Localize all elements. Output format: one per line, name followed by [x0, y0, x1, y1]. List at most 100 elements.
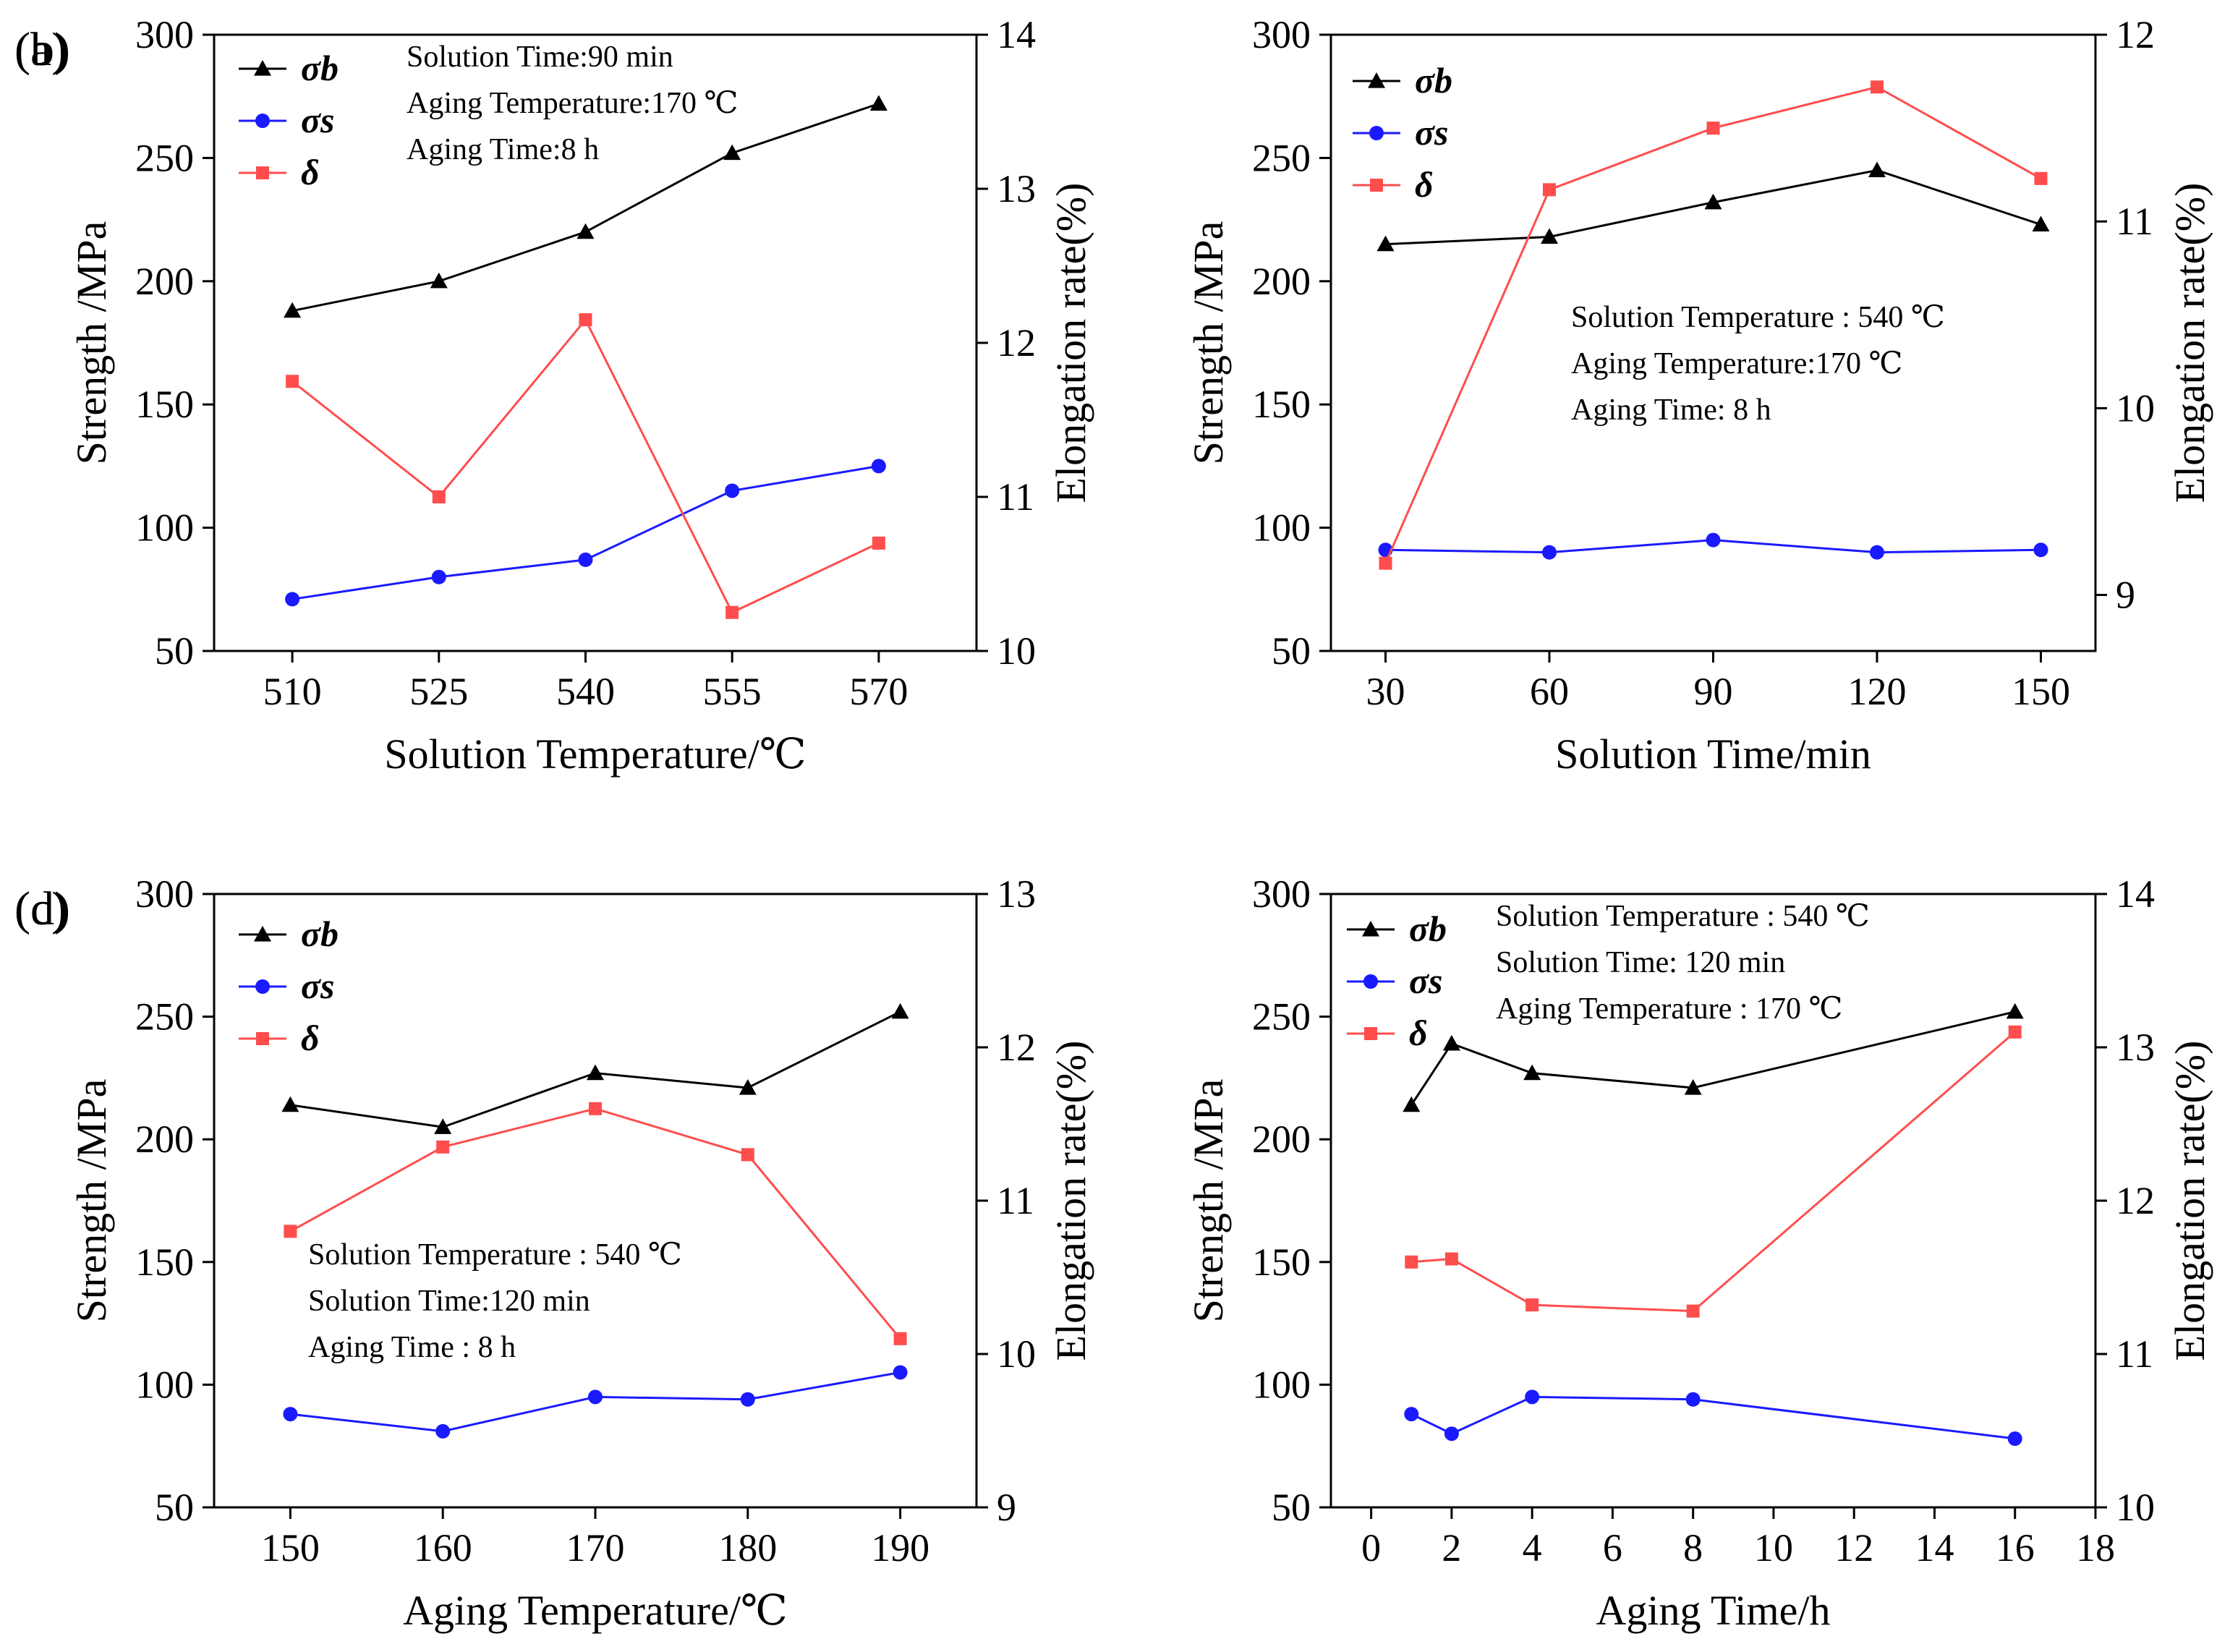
conditions-box: Solution Temperature : 540 ℃ Solution Tim… — [308, 1238, 682, 1364]
data-point — [578, 552, 593, 567]
x-axis-label: Aging Temperature/℃ — [403, 1587, 788, 1634]
data-point — [432, 490, 446, 503]
legend: σb σs δ — [1353, 60, 1452, 205]
x-tick-label: 16 — [1996, 1526, 2035, 1570]
data-point — [740, 1392, 755, 1407]
conditions-box: Solution Temperature : 540 ℃ Aging Temper… — [1571, 301, 1945, 427]
y2-tick-label: 14 — [997, 13, 1036, 56]
data-point — [1684, 1078, 1702, 1095]
condition-line: Aging Temperature : 170 ℃ — [1496, 992, 1843, 1026]
legend-label: σb — [301, 914, 339, 954]
y-tick-label: 150 — [135, 383, 194, 426]
y-tick-label: 100 — [1252, 1363, 1311, 1406]
y-tick-label: 250 — [1252, 995, 1311, 1039]
legend-marker — [254, 60, 271, 76]
y2-axis-label: Elongation rate(%) — [1047, 183, 1094, 503]
data-point — [1706, 532, 1721, 548]
series-line — [1410, 1395, 2015, 1440]
data-point — [1405, 1255, 1418, 1269]
y-tick-label: 50 — [155, 1486, 194, 1529]
y-tick-label: 300 — [135, 872, 194, 916]
y2-tick-label: 13 — [2116, 1026, 2155, 1069]
data-point — [285, 592, 300, 607]
x-tick-label: 180 — [718, 1526, 777, 1570]
x-tick-label: 120 — [1848, 670, 1907, 713]
condition-line: Solution Temperature : 540 ℃ — [1571, 301, 1945, 334]
series-line — [291, 318, 880, 614]
data-point — [589, 1102, 602, 1115]
data-point — [1444, 1426, 1459, 1442]
data-point — [1542, 545, 1557, 560]
data-point — [434, 1118, 452, 1134]
data-point — [1686, 1304, 1700, 1318]
data-point — [1403, 1096, 1421, 1112]
data-point — [2007, 1431, 2022, 1447]
data-point — [1871, 80, 1884, 94]
series-line — [1410, 1010, 2016, 1106]
x-tick-label: 30 — [1366, 670, 1405, 713]
legend-label: σs — [1415, 112, 1448, 153]
y-axis-label: Strength /MPa — [68, 221, 115, 465]
conditions-box: Solution Temperature : 540 ℃ Solution Tim… — [1496, 900, 1870, 1026]
data-point — [284, 1225, 297, 1238]
y-tick-label: 300 — [1252, 13, 1311, 56]
y-tick-label: 100 — [135, 1363, 194, 1406]
series-line — [291, 464, 880, 600]
data-point — [2006, 1002, 2024, 1019]
legend-label: δ — [1415, 164, 1434, 205]
panel-label: (c) — [14, 882, 67, 935]
y-tick-label: 250 — [135, 136, 194, 179]
y2-tick-label: 13 — [997, 872, 1036, 916]
legend-marker — [1363, 974, 1378, 989]
y2-tick-label: 12 — [2116, 13, 2155, 56]
legend-marker — [1370, 179, 1383, 192]
y-tick-label: 200 — [1252, 260, 1311, 303]
condition-line: Aging Temperature:170 ℃ — [1571, 347, 1903, 380]
y2-tick-label: 10 — [2116, 386, 2155, 430]
data-point — [869, 95, 888, 111]
x-tick-label: 4 — [1523, 1526, 1542, 1570]
data-point — [1444, 1252, 1458, 1266]
data-point — [725, 483, 740, 498]
x-tick-label: 10 — [1754, 1526, 1793, 1570]
legend-label: σs — [301, 966, 334, 1006]
y2-tick-label: 10 — [2116, 1486, 2155, 1529]
condition-line: Aging Time:8 h — [407, 133, 599, 166]
x-axis-label: Solution Temperature/℃ — [384, 731, 806, 778]
legend-marker — [1362, 921, 1379, 937]
data-point — [893, 1365, 908, 1380]
legend-marker — [255, 979, 270, 994]
y2-tick-label: 11 — [2116, 200, 2153, 243]
x-tick-label: 540 — [556, 670, 615, 713]
y-axis-label: Strength /MPa — [1185, 221, 1232, 465]
series-delta — [1405, 1025, 2022, 1318]
chart-panel-2: 30 60 90 120 150 50 100 150 200 250 300 9 10 11 12 Solu… — [14, 13, 2213, 778]
y-axis-label: Strength /MPa — [68, 1079, 115, 1323]
condition-line: Solution Time:120 min — [308, 1285, 590, 1318]
data-point — [1525, 1298, 1539, 1312]
series-delta — [284, 1102, 907, 1345]
y2-tick-label: 9 — [997, 1486, 1016, 1529]
data-point — [430, 272, 448, 289]
x-tick-label: 18 — [2076, 1526, 2115, 1570]
x-tick-label: 555 — [703, 670, 762, 713]
condition-line: Solution Temperature : 540 ℃ — [308, 1238, 682, 1272]
x-tick-label: 6 — [1603, 1526, 1622, 1570]
y2-tick-label: 10 — [997, 629, 1036, 673]
legend: σb σs δ — [1347, 908, 1447, 1053]
x-tick-label: 170 — [566, 1526, 625, 1570]
data-point — [579, 313, 592, 327]
legend-marker — [1369, 126, 1384, 140]
legend-marker — [1364, 1027, 1377, 1040]
data-point — [576, 223, 595, 239]
data-point — [1704, 193, 1722, 210]
data-point — [2008, 1025, 2022, 1039]
y2-axis-label: Elongation rate(%) — [2166, 183, 2213, 503]
x-tick-label: 190 — [871, 1526, 929, 1570]
y-tick-label: 200 — [1252, 1117, 1311, 1161]
y2-tick-label: 12 — [997, 321, 1036, 365]
legend-label: δ — [301, 1018, 320, 1058]
series-sigma_b — [1376, 161, 2050, 252]
y-tick-label: 150 — [1252, 1240, 1311, 1284]
